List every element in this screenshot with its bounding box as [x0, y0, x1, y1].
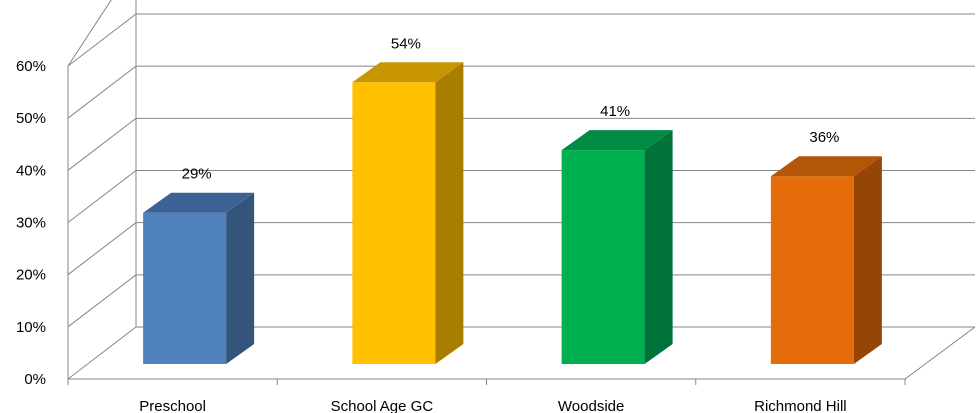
y-tick-label: 10% — [16, 319, 46, 336]
gridline-side — [68, 0, 136, 66]
x-category-label: Richmond Hill — [754, 398, 847, 413]
data-labels: 29% 54% 41% 36% — [182, 35, 840, 182]
y-tick-label: 20% — [16, 267, 46, 284]
data-label: 54% — [391, 35, 421, 52]
gridline-side — [68, 223, 136, 275]
bar — [771, 156, 882, 364]
bar-side — [645, 130, 673, 364]
x-axis-category-labels: Preschool School Age GC Woodside Richmond H… — [139, 398, 846, 413]
bar-side — [435, 62, 463, 364]
bar — [143, 193, 254, 364]
bar-front — [562, 150, 645, 364]
gridline-side — [68, 275, 136, 327]
bar — [352, 62, 463, 364]
gridline-side — [68, 171, 136, 223]
x-category-label: School Age GC — [331, 398, 434, 413]
bar-front — [352, 82, 435, 364]
bar-front — [143, 213, 226, 364]
y-axis-tick-labels: 0% 10% 20% 30% 40% 50% 60% — [16, 58, 46, 388]
bar-front — [771, 176, 854, 364]
bar — [562, 130, 673, 364]
data-label: 29% — [182, 166, 212, 183]
y-tick-label: 0% — [24, 371, 46, 388]
gridline-side — [68, 327, 136, 379]
bar-side — [854, 156, 882, 364]
floor-edge — [905, 327, 975, 379]
y-tick-label: 40% — [16, 162, 46, 179]
bar-side — [226, 193, 254, 364]
data-label: 36% — [809, 129, 839, 146]
x-category-label: Woodside — [558, 398, 624, 413]
gridline-side — [68, 66, 136, 118]
gridline-side — [68, 118, 136, 170]
y-tick-label: 50% — [16, 110, 46, 127]
y-tick-label: 30% — [16, 215, 46, 232]
x-category-label: Preschool — [139, 398, 206, 413]
y-tick-label: 60% — [16, 58, 46, 75]
data-label: 41% — [600, 103, 630, 120]
bars — [143, 62, 882, 364]
gridline-side — [68, 14, 136, 66]
